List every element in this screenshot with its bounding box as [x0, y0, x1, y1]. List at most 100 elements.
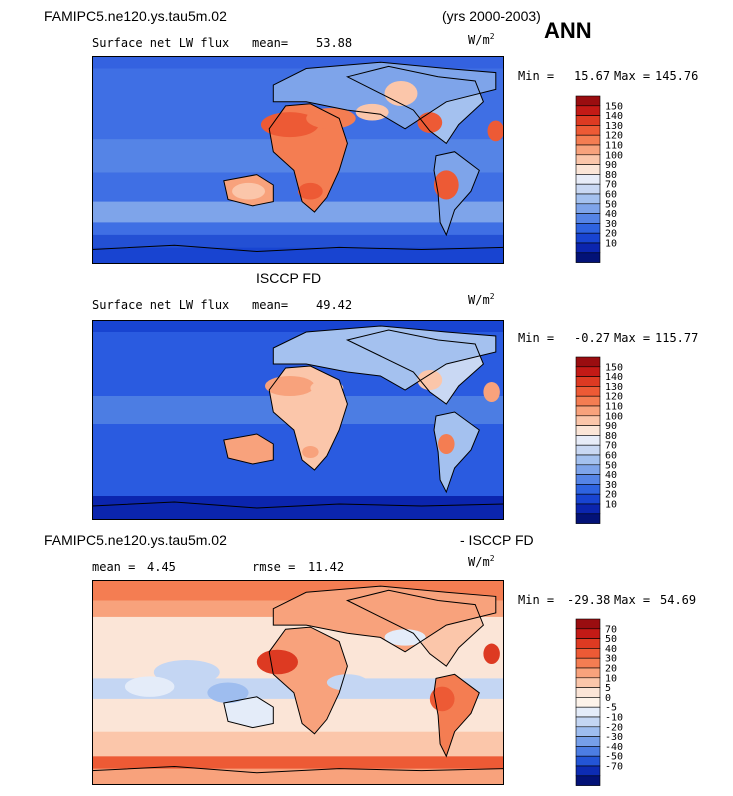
map-anomaly [438, 434, 455, 454]
colorbar-swatch [575, 464, 601, 475]
colorbar-label: 110 [605, 141, 623, 152]
colorbar-label: 20 [605, 229, 617, 240]
panel-3-units: W/m2 [468, 554, 495, 569]
colorbar-swatch [575, 134, 601, 146]
map-anomaly [232, 182, 266, 200]
colorbar-label: 10 [605, 500, 617, 511]
colorbar-swatch [575, 775, 601, 786]
map-region [268, 103, 348, 213]
colorbar-swatch [575, 638, 601, 649]
colorbar-swatch [575, 697, 601, 708]
map-anomaly [298, 182, 323, 200]
colorbar-label: 150 [605, 362, 623, 373]
colorbar-label: 50 [605, 634, 617, 645]
colorbar-label: 30 [605, 219, 617, 230]
panel-3-max-value: 54.69 [660, 593, 697, 607]
map-region [268, 626, 348, 735]
colorbar-swatch [575, 425, 601, 436]
colorbar-swatch [575, 755, 601, 767]
colorbar-swatch [575, 405, 601, 417]
panel-3-map [92, 580, 504, 785]
panel-2-mean-value: 49.42 [316, 298, 353, 312]
panel-2-mean-label: mean= [252, 298, 289, 312]
panel-1-max-value: 145.76 [655, 69, 699, 83]
map-anomaly [384, 629, 426, 646]
colorbar-label: 5 [605, 683, 611, 694]
colorbar-swatch [575, 618, 601, 630]
colorbar-swatch [575, 213, 601, 224]
colorbar-swatch [575, 716, 601, 728]
map-region [92, 247, 504, 264]
panel-1-variable: Surface net LW flux [92, 36, 230, 50]
panel-2-min-label: Min = [518, 331, 555, 345]
map-region [345, 65, 484, 145]
colorbar-swatch [575, 503, 601, 515]
colorbar-swatch [575, 203, 601, 214]
colorbar-label: 100 [605, 411, 623, 422]
colorbar-label: 10 [605, 239, 617, 250]
colorbar-swatch [575, 648, 601, 659]
colorbar-swatch [575, 677, 601, 688]
panel-1-mean-value: 53.88 [316, 36, 353, 50]
antarctic-coastline [92, 766, 504, 774]
colorbar-swatch [575, 242, 601, 254]
colorbar-label: 40 [605, 644, 617, 655]
colorbar-label: 30 [605, 654, 617, 665]
map-anomaly [487, 120, 504, 142]
panel-1-min-value: 15.67 [574, 69, 611, 83]
panel-3-rmse-label: rmse = [252, 560, 296, 574]
colorbar-label: 40 [605, 470, 617, 481]
colorbar-swatch [575, 513, 601, 524]
map-band [92, 731, 504, 757]
colorbar-swatch [575, 95, 601, 107]
colorbar-label: -20 [605, 722, 623, 733]
colorbar-swatch [575, 493, 601, 505]
colorbar-label: 130 [605, 382, 623, 393]
map-region [268, 365, 348, 471]
map-band [92, 234, 504, 248]
colorbar-label: 70 [605, 180, 617, 191]
map-frame [92, 320, 504, 520]
map-region [223, 174, 274, 207]
map-region [272, 61, 497, 130]
colorbar-label: 70 [605, 441, 617, 452]
season-label: ANN [544, 18, 592, 43]
map-region [433, 673, 480, 758]
colorbar-label: 10 [605, 673, 617, 684]
map-frame [92, 580, 504, 785]
colorbar-label: 60 [605, 451, 617, 462]
map-band [92, 201, 504, 223]
colorbar-swatch [575, 154, 601, 165]
map-anomaly [483, 643, 500, 665]
map-region [92, 504, 504, 520]
panel-1-min-label: Min = [518, 69, 555, 83]
map-band [92, 320, 504, 332]
map-anomaly [153, 659, 220, 685]
map-region [223, 696, 274, 729]
colorbar-swatch [575, 765, 601, 777]
panel-2-variable: Surface net LW flux [92, 298, 230, 312]
map-anomaly [256, 649, 298, 675]
colorbar-swatch [575, 386, 601, 397]
colorbar-label: 80 [605, 170, 617, 181]
colorbar-swatch [575, 252, 601, 263]
colorbar-label: 120 [605, 131, 623, 142]
colorbar-swatch [575, 395, 601, 407]
map-anomaly [433, 170, 459, 200]
colorbar-label: 0 [605, 693, 611, 704]
case-title: FAMIPC5.ne120.ys.tau5m.02 [44, 8, 227, 24]
years-label: (yrs 2000-2003) [442, 8, 541, 24]
panel-3-title-left: FAMIPC5.ne120.ys.tau5m.02 [44, 532, 227, 548]
panel-1-map [92, 56, 504, 264]
map-region [433, 411, 480, 494]
map-band [92, 56, 504, 69]
colorbar-swatch [575, 435, 601, 446]
colorbar-swatch [575, 667, 601, 679]
colorbar-label: 20 [605, 664, 617, 675]
map-anomaly [302, 446, 319, 458]
colorbar-label: 110 [605, 402, 623, 413]
panel-2-map [92, 320, 504, 520]
